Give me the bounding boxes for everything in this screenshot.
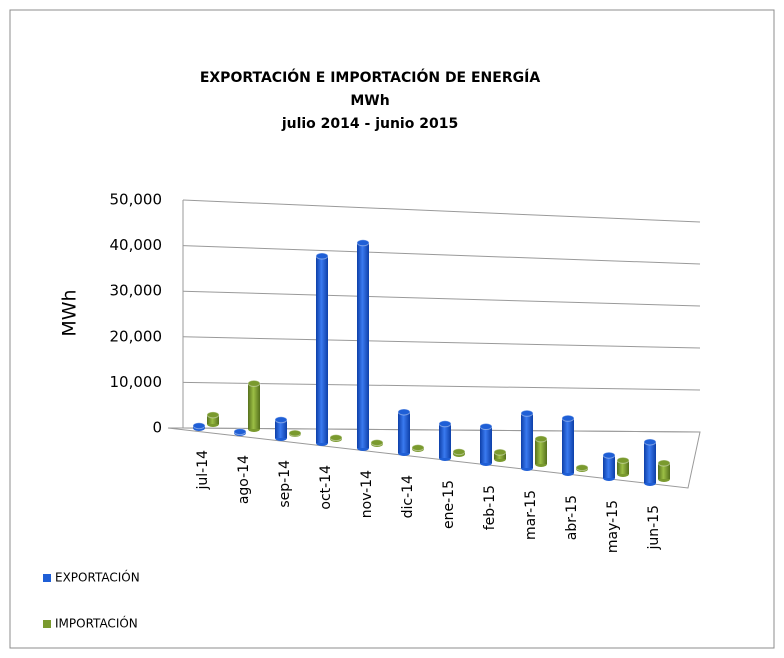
bar-part (274, 416, 288, 424)
frame (9, 9, 775, 649)
grid-line (182, 199, 701, 223)
x-tick-label: sep-14 (277, 460, 293, 508)
legend-label: EXPORTACIÓN (55, 570, 140, 585)
bar (315, 252, 329, 446)
bar (192, 422, 206, 431)
x-tick-label: jun-15 (646, 505, 662, 551)
bar-part (520, 409, 534, 417)
bar-part (316, 256, 328, 443)
bar (657, 459, 671, 482)
y-tick-label: 10,000 (110, 373, 163, 391)
bar-part (535, 438, 547, 464)
bar-part (315, 252, 329, 260)
bar (643, 438, 657, 486)
y-axis-title: MWh (59, 289, 81, 336)
y-tick-label: 30,000 (110, 282, 163, 300)
bar-part (247, 379, 261, 387)
bar-part (356, 239, 370, 247)
bar (479, 423, 493, 466)
bar (206, 411, 220, 427)
bar (274, 416, 288, 441)
bar-part (397, 408, 411, 416)
legend-swatch (43, 620, 51, 628)
bar-part (192, 422, 206, 430)
chart-subtitle: MWh (350, 93, 389, 109)
bar-part (494, 452, 506, 459)
bar-part (616, 456, 630, 464)
bar (288, 429, 302, 437)
x-tick-label: may-15 (605, 500, 621, 553)
grid-line (182, 290, 701, 307)
bar-part (233, 428, 247, 436)
bar (329, 434, 343, 442)
bar-part (288, 429, 302, 437)
x-tick-label: oct-14 (318, 465, 334, 510)
legend-swatch (43, 574, 51, 582)
x-tick-label: mar-15 (523, 490, 539, 540)
x-tick-label: feb-15 (482, 485, 498, 530)
y-tick-label: 20,000 (110, 327, 163, 345)
bar (616, 456, 630, 477)
bar-part (617, 460, 629, 474)
grid-line (182, 245, 701, 265)
bar-part (329, 434, 343, 442)
bar-part (357, 242, 369, 448)
bar-part (493, 448, 507, 456)
bar-part (438, 420, 452, 428)
x-tick-label: jul-14 (195, 450, 211, 491)
bar-part (562, 418, 574, 473)
y-tick-label: 40,000 (110, 236, 163, 254)
y-tick-label: 50,000 (110, 191, 163, 209)
x-tick-label: nov-14 (359, 470, 375, 518)
bar (452, 448, 466, 457)
chart-title: EXPORTACIÓN E IMPORTACIÓN DE ENERGÍA (200, 68, 540, 86)
bar-part (479, 423, 493, 431)
bar (397, 408, 411, 456)
x-tick-label: ene-15 (441, 480, 457, 529)
x-tick-label: dic-14 (400, 475, 416, 518)
bar (438, 420, 452, 461)
bar-part (207, 414, 219, 424)
bar (356, 239, 370, 451)
bar-part (480, 426, 492, 463)
bar-part (644, 441, 656, 483)
bar-part (658, 463, 670, 479)
bar-part (370, 439, 384, 447)
y-tick-label: 0 (152, 419, 162, 437)
bar-part (603, 455, 615, 478)
bar-part (206, 411, 220, 419)
bar (575, 464, 589, 472)
bar-part (521, 413, 533, 468)
bar-part (452, 448, 466, 456)
bar (247, 379, 261, 432)
bar-part (275, 419, 287, 438)
grid-line (182, 381, 701, 391)
bar (561, 414, 575, 476)
chart-subtitle: julio 2014 - junio 2015 (281, 116, 458, 132)
bar-part (398, 411, 410, 453)
bar-part (248, 383, 260, 429)
grid-line (182, 336, 701, 349)
x-tick-label: ago-14 (236, 455, 252, 504)
bar-part (575, 464, 589, 472)
bar-part (439, 423, 451, 458)
bar (602, 451, 616, 481)
bar (520, 409, 534, 471)
bar-part (411, 444, 425, 452)
bar-part (534, 435, 548, 443)
bar-part (561, 414, 575, 422)
bar (493, 448, 507, 462)
x-tick-label: abr-15 (564, 495, 580, 540)
bar-part (643, 438, 657, 446)
legend-label: IMPORTACIÓN (55, 616, 138, 631)
bar (534, 435, 548, 467)
bar-part (602, 451, 616, 459)
bar (411, 444, 425, 452)
bar-part (657, 459, 671, 467)
bar (233, 428, 247, 436)
bar (370, 439, 384, 447)
